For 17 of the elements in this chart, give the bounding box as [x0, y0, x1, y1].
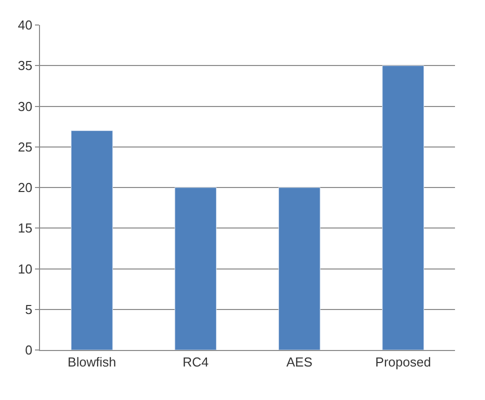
y-tick-label: 10	[18, 261, 32, 276]
x-tick-label: Proposed	[375, 354, 431, 370]
bar	[174, 187, 217, 350]
bar	[70, 130, 113, 350]
y-tick-label: 20	[18, 180, 32, 196]
y-tick-label: 40	[18, 18, 32, 33]
y-tick-label: 5	[25, 302, 32, 317]
x-tick-label: AES	[286, 354, 313, 370]
x-tick-label: Blowfish	[68, 354, 116, 370]
y-tick-label: 0	[25, 342, 32, 358]
x-tick-label: RC4	[182, 354, 209, 370]
y-tick-label: 15	[18, 220, 32, 236]
bar	[278, 187, 320, 350]
bar	[382, 65, 424, 350]
y-tick-label: 30	[18, 98, 32, 114]
y-tick-label: 35	[18, 58, 32, 74]
y-tick-label: 25	[18, 139, 32, 154]
